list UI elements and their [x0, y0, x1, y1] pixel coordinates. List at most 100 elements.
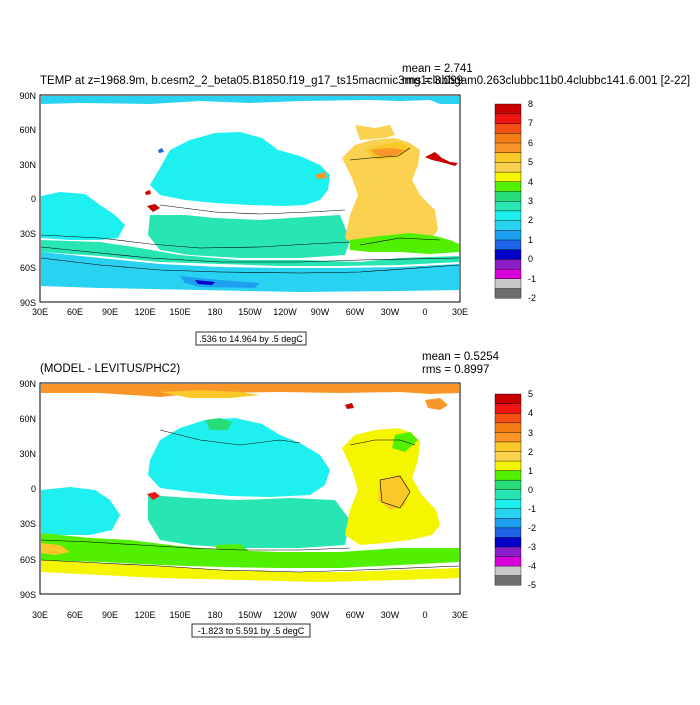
colorbar-swatch	[494, 268, 522, 279]
colorbar-swatch	[494, 142, 522, 153]
top-lon-label: 150E	[169, 307, 190, 317]
bottom-range-label: -1.823 to 5.591 by .5 degC	[198, 626, 305, 636]
top-rms-text: rms = 3.099	[402, 75, 463, 87]
top-lon-axis: 30E 60E 90E 120E 150E 180 150W 120W 90W …	[32, 307, 468, 317]
top-lon-label: 30W	[381, 307, 400, 317]
top-lat-axis: 90N 60N 30N 0 30S 60S 90S	[19, 91, 36, 308]
colorbar-swatch	[494, 565, 522, 576]
colorbar-swatch	[494, 200, 522, 212]
top-lat-label: 30S	[20, 229, 36, 239]
colorbar-swatch	[494, 460, 522, 471]
top-lon-label: 180	[207, 307, 222, 317]
bottom-colorbar-label: -3	[528, 542, 536, 552]
top-lon-label: 60E	[67, 307, 83, 317]
colorbar-swatch	[494, 181, 522, 192]
colorbar-swatch	[494, 103, 522, 115]
top-colorbar-label: -2	[528, 293, 536, 303]
bottom-colorbar-label: 3	[528, 428, 533, 438]
colorbar-swatch	[494, 259, 522, 270]
bottom-lat-label: 0	[31, 484, 36, 494]
colorbar-swatch	[494, 278, 522, 289]
bottom-lon-label: 30E	[452, 610, 468, 620]
colorbar-swatch	[494, 152, 522, 163]
top-map-frame	[39, 94, 461, 303]
top-lon-label: 120W	[273, 307, 297, 317]
colorbar-swatch	[494, 527, 522, 538]
colorbar-swatch	[494, 508, 522, 519]
colorbar-swatch	[494, 249, 522, 260]
colorbar-swatch	[494, 498, 522, 509]
top-lat-label: 90N	[19, 91, 36, 101]
bottom-colorbar-label: 4	[528, 408, 533, 418]
bottom-lon-label: 150E	[169, 610, 190, 620]
top-lon-label: 30E	[452, 307, 468, 317]
bottom-rms-text: rms = 0.8997	[422, 364, 489, 376]
colorbar-swatch	[494, 288, 522, 299]
colorbar-swatch	[494, 451, 522, 462]
top-colorbar	[494, 103, 522, 299]
bottom-lat-label: 30S	[20, 519, 36, 529]
bottom-lat-label: 30N	[19, 449, 36, 459]
colorbar-swatch	[494, 191, 522, 202]
top-colorbar-label: 6	[528, 138, 533, 148]
top-colorbar-label: 2	[528, 215, 533, 225]
top-colorbar-label: 8	[528, 99, 533, 109]
colorbar-swatch	[494, 517, 522, 529]
colorbar-swatch	[494, 123, 522, 134]
top-lon-label: 90E	[102, 307, 118, 317]
top-lat-label: 30N	[19, 160, 36, 170]
colorbar-swatch	[494, 556, 522, 567]
top-lon-label: 150W	[238, 307, 262, 317]
colorbar-swatch	[494, 161, 522, 173]
colorbar-swatch	[494, 479, 522, 490]
bottom-colorbar-label: 1	[528, 466, 533, 476]
bottom-lat-axis: 90N 60N 30N 0 30S 60S 90S	[19, 379, 36, 600]
top-colorbar-label: 4	[528, 177, 533, 187]
bottom-lon-label: 0	[422, 610, 427, 620]
bottom-map-frame	[39, 382, 461, 595]
top-lat-label: 60S	[20, 263, 36, 273]
colorbar-swatch	[494, 113, 522, 124]
colorbar-swatch	[494, 171, 522, 182]
bottom-colorbar	[494, 393, 522, 586]
top-range-box: .536 to 14.964 by .5 degC	[195, 331, 307, 346]
top-colorbar-labels: 8 7 6 5 4 3 2 1 0 -1 -2	[528, 99, 536, 303]
bottom-colorbar-labels: 5 4 3 2 1 0 -1 -2 -3 -4 -5	[528, 389, 536, 590]
top-lon-label: 120E	[134, 307, 155, 317]
top-colorbar-label: 5	[528, 157, 533, 167]
colorbar-swatch	[494, 229, 522, 241]
top-colorbar-label: -1	[528, 274, 536, 284]
colorbar-swatch	[494, 393, 522, 404]
top-colorbar-label: 1	[528, 235, 533, 245]
bottom-colorbar-label: -5	[528, 580, 536, 590]
colorbar-swatch	[494, 575, 522, 586]
bottom-lat-label: 90S	[20, 590, 36, 600]
bottom-lat-label: 90N	[19, 379, 36, 389]
bottom-colorbar-label: 5	[528, 389, 533, 399]
bottom-lat-label: 60N	[19, 414, 36, 424]
top-colorbar-label: 7	[528, 118, 533, 128]
colorbar-swatch	[494, 489, 522, 500]
bottom-mean-text: mean = 0.5254	[422, 351, 500, 363]
top-lon-label: 0	[422, 307, 427, 317]
bottom-title: (MODEL - LEVITUS/PHC2)	[40, 363, 180, 375]
bottom-lat-label: 60S	[20, 555, 36, 565]
top-lon-label: 60W	[346, 307, 365, 317]
bottom-range-box: -1.823 to 5.591 by .5 degC	[191, 623, 311, 638]
colorbar-swatch	[494, 441, 522, 452]
top-lat-label: 60N	[19, 125, 36, 135]
colorbar-swatch	[494, 470, 522, 481]
colorbar-swatch	[494, 537, 522, 548]
bottom-lon-label: 90W	[311, 610, 330, 620]
colorbar-swatch	[494, 210, 522, 221]
bottom-lon-label: 180	[207, 610, 222, 620]
panel-top: mean = 2.741 rms = 3.099 TEMP at z=1968.…	[19, 63, 690, 346]
bottom-lon-label: 90E	[102, 610, 118, 620]
bottom-lon-label: 120E	[134, 610, 155, 620]
bottom-colorbar-label: 2	[528, 447, 533, 457]
top-lon-label: 90W	[311, 307, 330, 317]
panel-bottom: mean = 0.5254 rms = 0.8997 (MODEL - LEVI…	[19, 351, 536, 638]
colorbar-swatch	[494, 422, 522, 433]
colorbar-swatch	[494, 403, 522, 414]
bottom-lon-label: 120W	[273, 610, 297, 620]
